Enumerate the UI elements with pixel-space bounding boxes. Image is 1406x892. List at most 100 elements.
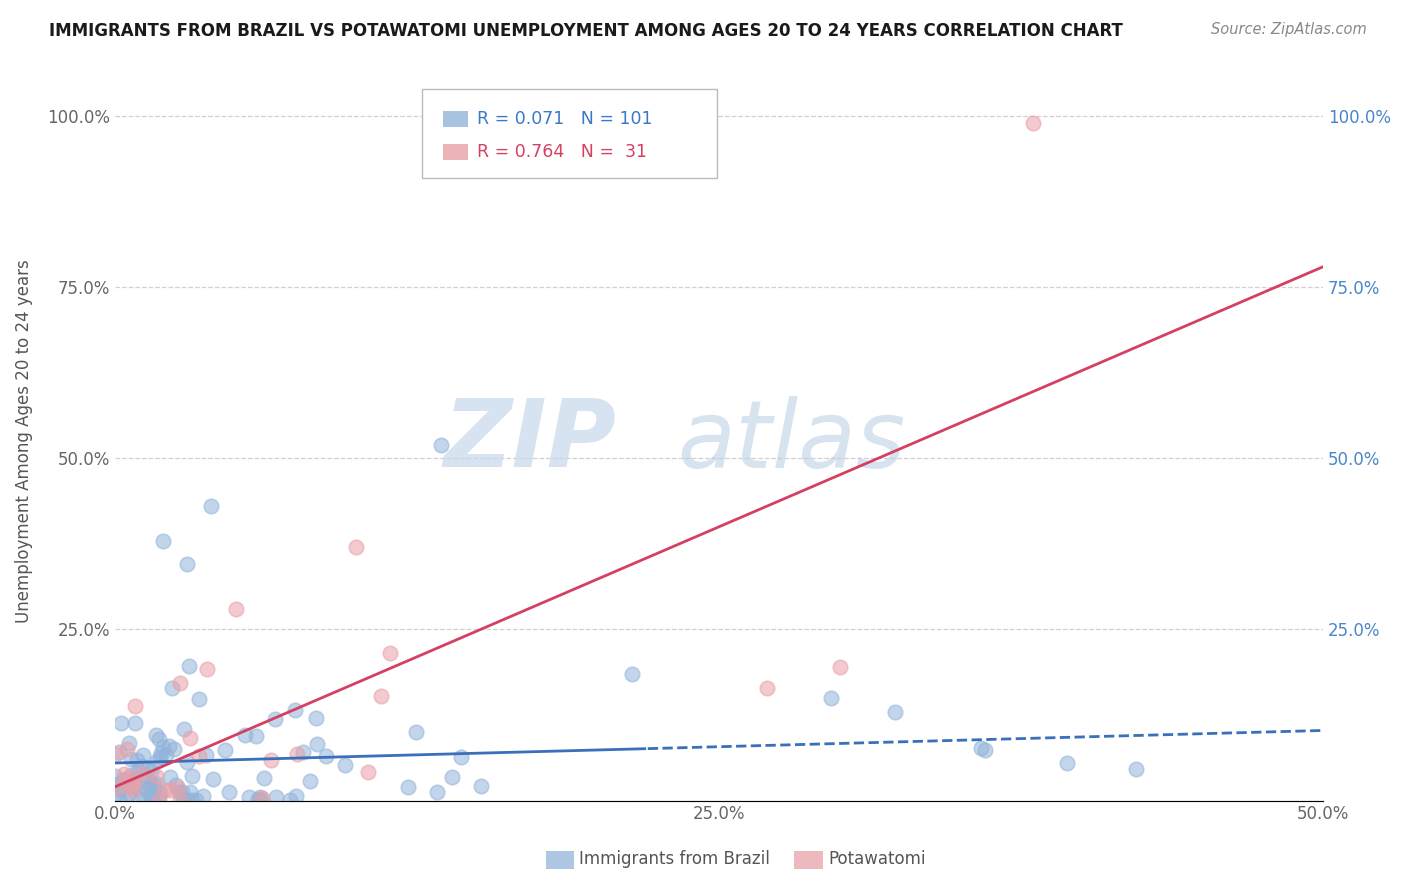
Point [112, 767, 135, 781]
Point [430, 438, 453, 452]
Point [120, 752, 142, 766]
Point [145, 755, 167, 769]
Point [141, 789, 163, 803]
Point [108, 793, 131, 807]
Point [176, 755, 198, 769]
Text: ZIP: ZIP [443, 395, 616, 487]
Point [974, 743, 997, 757]
Point [138, 778, 160, 792]
Point [202, 772, 225, 787]
Point [122, 782, 145, 797]
Point [112, 772, 135, 787]
Point [120, 779, 142, 793]
Point [1056, 756, 1078, 770]
Point [157, 739, 180, 753]
Point [136, 773, 159, 788]
Point [179, 659, 201, 673]
Point [160, 681, 183, 696]
Point [305, 711, 328, 725]
Point [110, 716, 132, 731]
Point [883, 705, 905, 719]
Point [108, 781, 131, 796]
Point [238, 789, 260, 804]
Point [181, 768, 204, 782]
Point [145, 728, 167, 742]
Point [218, 785, 240, 799]
Point [170, 785, 193, 799]
Point [148, 794, 170, 808]
Point [127, 764, 149, 778]
Point [426, 785, 449, 799]
Point [132, 788, 155, 802]
Point [159, 770, 181, 784]
Point [470, 779, 492, 793]
Point [125, 753, 148, 767]
Point [225, 602, 247, 616]
Point [250, 790, 273, 805]
Point [253, 771, 276, 785]
Point [284, 703, 307, 717]
Point [246, 792, 269, 806]
Point [756, 681, 779, 695]
Point [260, 753, 283, 767]
Point [117, 736, 139, 750]
Point [315, 749, 337, 764]
Point [200, 500, 222, 514]
Text: R = 0.764   N =  31: R = 0.764 N = 31 [477, 143, 647, 161]
Point [405, 725, 427, 739]
Point [143, 778, 166, 792]
Point [970, 741, 993, 756]
Point [173, 722, 195, 736]
Text: Source: ZipAtlas.com: Source: ZipAtlas.com [1211, 22, 1367, 37]
Point [172, 792, 194, 806]
Point [122, 779, 145, 793]
Point [104, 769, 127, 783]
Point [165, 778, 187, 792]
Point [180, 793, 202, 807]
Point [131, 759, 153, 773]
Point [148, 750, 170, 764]
Point [129, 767, 152, 781]
Point [335, 758, 357, 772]
Point [148, 731, 170, 746]
Point [149, 786, 172, 800]
Point [117, 771, 139, 785]
Point [298, 773, 321, 788]
Point [450, 750, 472, 764]
Text: Immigrants from Brazil: Immigrants from Brazil [579, 850, 770, 868]
Point [828, 660, 851, 674]
Point [159, 783, 181, 797]
Point [346, 541, 368, 555]
Point [378, 646, 401, 660]
Point [131, 748, 153, 763]
Point [195, 747, 218, 762]
Y-axis label: Unemployment Among Ages 20 to 24 years: Unemployment Among Ages 20 to 24 years [15, 260, 32, 624]
Point [139, 764, 162, 779]
Point [370, 689, 392, 703]
Point [148, 789, 170, 804]
Point [263, 712, 285, 726]
Point [176, 793, 198, 807]
Point [155, 748, 177, 763]
Point [152, 533, 174, 548]
Point [120, 768, 142, 782]
Point [278, 793, 301, 807]
Point [1022, 116, 1045, 130]
Point [179, 731, 201, 745]
Point [287, 747, 309, 761]
Point [820, 690, 842, 705]
Point [195, 662, 218, 676]
Point [249, 793, 271, 807]
Point [142, 785, 165, 799]
Point [136, 782, 159, 797]
Point [107, 777, 129, 791]
Point [153, 783, 176, 797]
Point [214, 742, 236, 756]
Point [169, 793, 191, 807]
Point [621, 667, 644, 681]
Point [124, 699, 146, 714]
Point [115, 742, 138, 756]
Point [284, 789, 307, 803]
Point [122, 774, 145, 789]
Point [150, 747, 173, 761]
